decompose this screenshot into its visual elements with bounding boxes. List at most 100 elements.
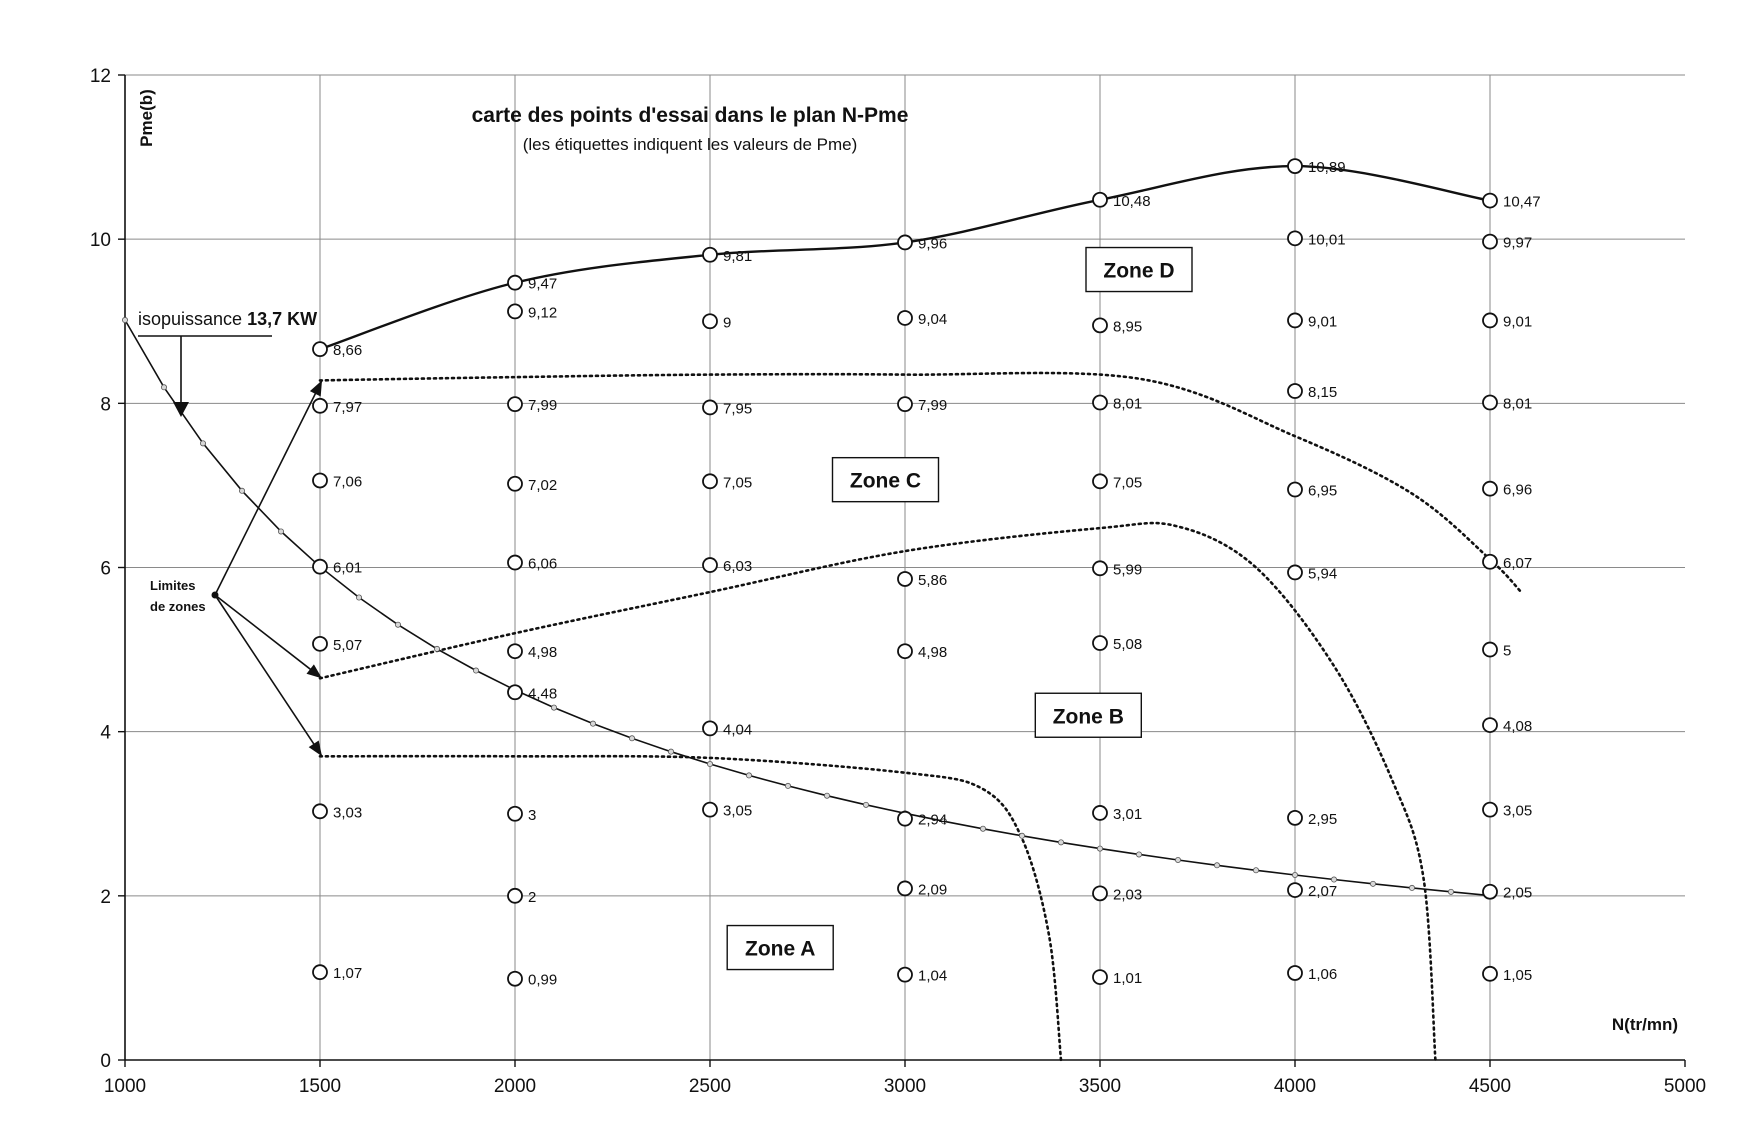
test-point	[1092, 969, 1108, 985]
isopower-point-4400	[1448, 888, 1455, 895]
test-point-label: 9,01	[1308, 313, 1337, 330]
test-point	[312, 472, 328, 489]
test-point	[1092, 394, 1108, 411]
isopower-point-1900	[472, 667, 479, 674]
test-point-label: 2,05	[1503, 885, 1532, 902]
test-point	[312, 964, 328, 981]
test-point	[1482, 883, 1498, 900]
x-axis-title: N(tr/mn)	[1612, 1015, 1678, 1034]
test-point-label: 1,07	[333, 965, 362, 982]
zone-limits-arrow-b	[214, 594, 323, 679]
test-point	[1287, 564, 1303, 581]
test-point	[507, 475, 523, 492]
test-point-label: 2	[528, 889, 536, 906]
test-point-label: 0,99	[528, 972, 557, 989]
y-tick-label-12: 12	[90, 66, 111, 87]
y-tick-label-2: 2	[100, 887, 111, 908]
test-point	[897, 571, 913, 587]
zone-limits-arrowhead-b	[306, 664, 322, 679]
test-point-label: 3,03	[333, 804, 362, 821]
test-point-label: 4,98	[918, 644, 947, 661]
test-point-label: 7,97	[333, 399, 362, 416]
isopower-point-2200	[590, 720, 597, 727]
x-tick-label-2500: 2500	[689, 1076, 731, 1097]
isopower-point-1600	[355, 594, 362, 601]
isopower-point-1700	[394, 621, 401, 628]
isopower-point-1800	[433, 645, 440, 652]
test-point	[1482, 801, 1498, 818]
test-point	[507, 684, 523, 701]
test-point-label: 9,12	[528, 304, 557, 321]
zone-boundary-3	[318, 371, 1523, 594]
test-point	[312, 341, 328, 358]
test-point-label: 5	[1503, 643, 1511, 660]
test-point	[312, 397, 328, 414]
test-point-label: 4,04	[723, 721, 752, 738]
test-point	[897, 396, 913, 413]
isopower-point-3100	[941, 818, 948, 825]
x-tick-label-4500: 4500	[1469, 1076, 1511, 1097]
x-tick-label-2000: 2000	[494, 1076, 536, 1097]
isopower-point-3900	[1253, 867, 1260, 874]
chart-title: carte des points d'essai dans le plan N-…	[472, 104, 909, 127]
test-point-label: 7,06	[333, 473, 362, 490]
isopower-point-1300	[238, 487, 245, 494]
test-point-label: 7,99	[528, 397, 557, 414]
x-tick-label-5000: 5000	[1664, 1076, 1706, 1097]
test-point	[507, 887, 523, 904]
test-point-label: 6,01	[333, 560, 362, 577]
test-point-label: 5,94	[1308, 565, 1337, 582]
isopower-point-2600	[746, 772, 753, 779]
test-point-label: 9,96	[918, 235, 947, 252]
test-point	[1287, 383, 1303, 399]
isopower-point-4000	[1292, 872, 1299, 879]
isopower-point-4100	[1331, 876, 1338, 883]
zone-boundary-2	[318, 521, 1437, 1062]
test-point-label: 1,06	[1308, 966, 1337, 983]
test-point	[702, 399, 718, 416]
test-point-label: 9,04	[918, 311, 947, 328]
test-point-label: 2,03	[1113, 886, 1142, 903]
test-point-label: 2,07	[1308, 883, 1337, 900]
y-tick-label-4: 4	[100, 723, 111, 744]
x-tick-label-3500: 3500	[1079, 1076, 1121, 1097]
test-point-label: 10,89	[1308, 159, 1346, 176]
chart-subtitle: (les étiquettes indiquent les valeurs de…	[523, 135, 858, 154]
x-tick-label-4000: 4000	[1274, 1076, 1316, 1097]
zone-limits-arrow-a	[214, 594, 323, 757]
x-tick-label-1500: 1500	[299, 1076, 341, 1097]
test-point	[312, 558, 328, 575]
isopower-point-3300	[1019, 832, 1026, 839]
test-point-label: 6,95	[1308, 483, 1337, 500]
test-point	[1287, 312, 1303, 329]
isopower-point-2700	[785, 782, 792, 789]
zone-box-4	[1085, 246, 1193, 293]
test-point	[507, 303, 523, 320]
test-point	[1092, 560, 1108, 577]
test-point	[1092, 317, 1108, 334]
test-point-label: 5,86	[918, 572, 947, 589]
isopower-point-4200	[1370, 880, 1377, 887]
test-point-label: 10,47	[1503, 194, 1541, 211]
test-point	[1092, 473, 1108, 490]
y-tick-label-10: 10	[90, 230, 111, 251]
isopower-point-1400	[277, 528, 284, 535]
isopower-point-2800	[824, 792, 831, 799]
test-point	[897, 643, 913, 660]
test-point	[1092, 191, 1108, 208]
zone-label-1: Zone A	[745, 938, 815, 961]
isopower-point-4300	[1409, 884, 1416, 891]
test-point	[312, 635, 328, 652]
test-point-label: 9,01	[1503, 313, 1532, 330]
isopower-point-2100	[551, 704, 558, 711]
test-point-label: 7,05	[1113, 474, 1142, 491]
test-point-label: 3,05	[723, 803, 752, 820]
test-point-label: 10,48	[1113, 193, 1151, 210]
zone-limits-label-line2: de zones	[150, 599, 206, 614]
zone-label-3: Zone C	[850, 470, 921, 493]
isopower-pointer-arrowhead	[173, 402, 189, 417]
test-point	[1482, 394, 1498, 411]
test-point-label: 10,01	[1308, 231, 1346, 248]
test-point	[1287, 965, 1303, 981]
